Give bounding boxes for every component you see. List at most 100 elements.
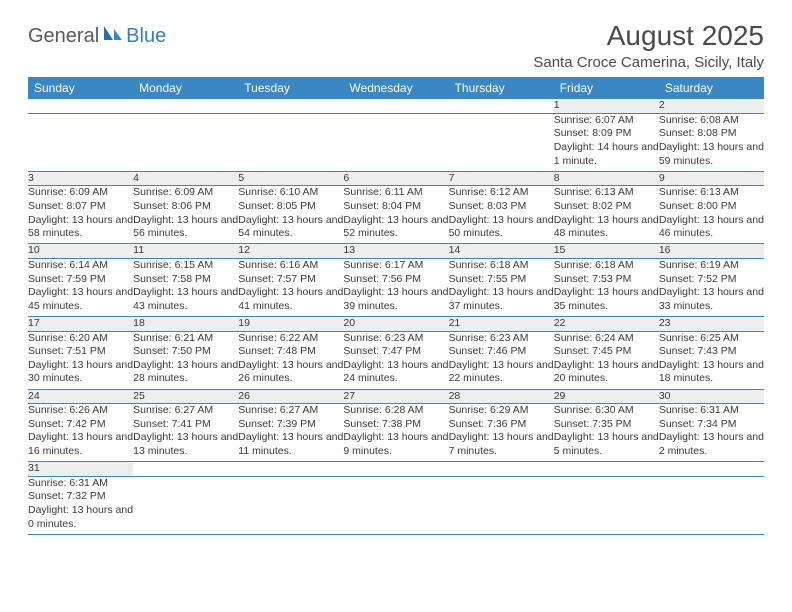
sunset-text: Sunset: 7:39 PM xyxy=(238,418,343,432)
day-header: Sunday xyxy=(28,77,133,99)
day-number: 29 xyxy=(554,389,659,404)
sunset-text: Sunset: 7:45 PM xyxy=(554,345,659,359)
day-number: 9 xyxy=(659,171,764,186)
day-detail: Sunrise: 6:12 AMSunset: 8:03 PMDaylight:… xyxy=(449,186,554,244)
sunset-text: Sunset: 7:57 PM xyxy=(238,273,343,287)
logo-text-general: General xyxy=(28,25,99,48)
day-header: Monday xyxy=(133,77,238,99)
day-number: 26 xyxy=(238,389,343,404)
day-detail: Sunrise: 6:23 AMSunset: 7:47 PMDaylight:… xyxy=(343,331,448,389)
day-number: 20 xyxy=(343,316,448,331)
sunrise-text: Sunrise: 6:07 AM xyxy=(554,114,659,128)
day-number: 25 xyxy=(133,389,238,404)
day-number: 24 xyxy=(28,389,133,404)
sunrise-text: Sunrise: 6:20 AM xyxy=(28,332,133,346)
day-detail xyxy=(28,113,133,171)
day-number: 13 xyxy=(343,244,448,259)
day-number: 23 xyxy=(659,316,764,331)
daylight-text: Daylight: 13 hours and 5 minutes. xyxy=(554,431,659,458)
sunset-text: Sunset: 8:09 PM xyxy=(554,127,659,141)
day-number: 2 xyxy=(659,99,764,113)
daylight-text: Daylight: 13 hours and 7 minutes. xyxy=(449,431,554,458)
sunset-text: Sunset: 7:59 PM xyxy=(28,273,133,287)
day-detail: Sunrise: 6:19 AMSunset: 7:52 PMDaylight:… xyxy=(659,258,764,316)
daylight-text: Daylight: 13 hours and 0 minutes. xyxy=(28,504,133,531)
day-number: 5 xyxy=(238,171,343,186)
day-detail: Sunrise: 6:18 AMSunset: 7:53 PMDaylight:… xyxy=(554,258,659,316)
day-detail: Sunrise: 6:10 AMSunset: 8:05 PMDaylight:… xyxy=(238,186,343,244)
daylight-text: Daylight: 13 hours and 11 minutes. xyxy=(238,431,343,458)
day-header: Friday xyxy=(554,77,659,99)
daylight-text: Daylight: 13 hours and 2 minutes. xyxy=(659,431,764,458)
sunrise-text: Sunrise: 6:27 AM xyxy=(133,404,238,418)
sunrise-text: Sunrise: 6:09 AM xyxy=(133,186,238,200)
day-detail: Sunrise: 6:09 AMSunset: 8:07 PMDaylight:… xyxy=(28,186,133,244)
day-number xyxy=(449,462,554,477)
sunset-text: Sunset: 7:50 PM xyxy=(133,345,238,359)
day-detail xyxy=(554,476,659,534)
day-number: 15 xyxy=(554,244,659,259)
day-detail: Sunrise: 6:24 AMSunset: 7:45 PMDaylight:… xyxy=(554,331,659,389)
sunset-text: Sunset: 8:02 PM xyxy=(554,200,659,214)
daynum-row: 10111213141516 xyxy=(28,244,764,259)
day-detail: Sunrise: 6:27 AMSunset: 7:39 PMDaylight:… xyxy=(238,404,343,462)
day-detail: Sunrise: 6:20 AMSunset: 7:51 PMDaylight:… xyxy=(28,331,133,389)
day-detail: Sunrise: 6:25 AMSunset: 7:43 PMDaylight:… xyxy=(659,331,764,389)
day-detail: Sunrise: 6:11 AMSunset: 8:04 PMDaylight:… xyxy=(343,186,448,244)
sunset-text: Sunset: 7:35 PM xyxy=(554,418,659,432)
detail-row: Sunrise: 6:07 AMSunset: 8:09 PMDaylight:… xyxy=(28,113,764,171)
month-title: August 2025 xyxy=(533,20,764,52)
day-detail xyxy=(238,476,343,534)
daylight-text: Daylight: 13 hours and 43 minutes. xyxy=(133,286,238,313)
sunrise-text: Sunrise: 6:21 AM xyxy=(133,332,238,346)
daylight-text: Daylight: 13 hours and 41 minutes. xyxy=(238,286,343,313)
sunrise-text: Sunrise: 6:18 AM xyxy=(449,259,554,273)
day-number: 16 xyxy=(659,244,764,259)
daynum-row: 3456789 xyxy=(28,171,764,186)
sunrise-text: Sunrise: 6:28 AM xyxy=(343,404,448,418)
sunrise-text: Sunrise: 6:18 AM xyxy=(554,259,659,273)
daylight-text: Daylight: 13 hours and 54 minutes. xyxy=(238,214,343,241)
sunset-text: Sunset: 7:38 PM xyxy=(343,418,448,432)
day-header: Thursday xyxy=(449,77,554,99)
detail-row: Sunrise: 6:09 AMSunset: 8:07 PMDaylight:… xyxy=(28,186,764,244)
daylight-text: Daylight: 13 hours and 58 minutes. xyxy=(28,214,133,241)
day-detail: Sunrise: 6:13 AMSunset: 8:02 PMDaylight:… xyxy=(554,186,659,244)
sunset-text: Sunset: 7:53 PM xyxy=(554,273,659,287)
sunrise-text: Sunrise: 6:10 AM xyxy=(238,186,343,200)
header: General Blue August 2025 Santa Croce Cam… xyxy=(28,20,764,71)
daylight-text: Daylight: 13 hours and 33 minutes. xyxy=(659,286,764,313)
detail-row: Sunrise: 6:20 AMSunset: 7:51 PMDaylight:… xyxy=(28,331,764,389)
sunrise-text: Sunrise: 6:17 AM xyxy=(343,259,448,273)
day-number xyxy=(449,99,554,113)
day-number xyxy=(659,462,764,477)
day-number: 1 xyxy=(554,99,659,113)
sunset-text: Sunset: 8:07 PM xyxy=(28,200,133,214)
day-number xyxy=(238,462,343,477)
daylight-text: Daylight: 13 hours and 30 minutes. xyxy=(28,359,133,386)
day-number: 27 xyxy=(343,389,448,404)
daylight-text: Daylight: 14 hours and 1 minute. xyxy=(554,141,659,168)
sunrise-text: Sunrise: 6:12 AM xyxy=(449,186,554,200)
daylight-text: Daylight: 13 hours and 46 minutes. xyxy=(659,214,764,241)
day-detail: Sunrise: 6:28 AMSunset: 7:38 PMDaylight:… xyxy=(343,404,448,462)
sunrise-text: Sunrise: 6:15 AM xyxy=(133,259,238,273)
sunrise-text: Sunrise: 6:27 AM xyxy=(238,404,343,418)
day-detail xyxy=(659,476,764,534)
sunrise-text: Sunrise: 6:23 AM xyxy=(449,332,554,346)
sunset-text: Sunset: 7:48 PM xyxy=(238,345,343,359)
daylight-text: Daylight: 13 hours and 16 minutes. xyxy=(28,431,133,458)
sunrise-text: Sunrise: 6:24 AM xyxy=(554,332,659,346)
day-number: 21 xyxy=(449,316,554,331)
day-number: 28 xyxy=(449,389,554,404)
daylight-text: Daylight: 13 hours and 24 minutes. xyxy=(343,359,448,386)
day-number: 12 xyxy=(238,244,343,259)
sunset-text: Sunset: 7:42 PM xyxy=(28,418,133,432)
day-header: Saturday xyxy=(659,77,764,99)
sunrise-text: Sunrise: 6:13 AM xyxy=(659,186,764,200)
sunset-text: Sunset: 7:36 PM xyxy=(449,418,554,432)
day-detail: Sunrise: 6:27 AMSunset: 7:41 PMDaylight:… xyxy=(133,404,238,462)
day-number xyxy=(133,462,238,477)
logo: General Blue xyxy=(28,20,166,48)
day-detail xyxy=(449,476,554,534)
